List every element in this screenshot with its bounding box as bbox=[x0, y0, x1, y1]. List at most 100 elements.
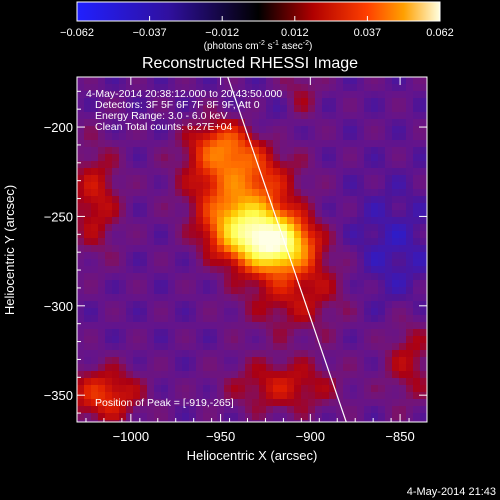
heatmap-cell bbox=[77, 259, 85, 267]
heatmap-cell bbox=[273, 140, 281, 148]
heatmap-cell bbox=[399, 203, 407, 211]
heatmap-cell bbox=[91, 231, 99, 239]
heatmap-cell bbox=[420, 357, 427, 365]
heatmap-cell bbox=[133, 336, 141, 344]
heatmap-cell bbox=[364, 266, 372, 274]
colorbar: −0.062 −0.037 −0.012 0.012 0.037 0.062 (photo… bbox=[60, 1, 454, 52]
heatmap-cell bbox=[287, 231, 295, 239]
heatmap-cell bbox=[112, 203, 120, 211]
heatmap-cell bbox=[301, 308, 309, 316]
heatmap-cell bbox=[84, 210, 92, 218]
heatmap-cell bbox=[294, 399, 302, 407]
heatmap-cell bbox=[308, 420, 316, 422]
heatmap-cell bbox=[315, 266, 323, 274]
heatmap-cell bbox=[140, 392, 148, 400]
heatmap-cell bbox=[105, 112, 113, 120]
heatmap-cell bbox=[231, 161, 239, 169]
heatmap-cell bbox=[350, 315, 358, 323]
heatmap-cell bbox=[77, 357, 85, 365]
heatmap-cell bbox=[77, 350, 85, 358]
heatmap-cell bbox=[105, 182, 113, 190]
heatmap-cell bbox=[273, 84, 281, 92]
heatmap-cell bbox=[392, 210, 400, 218]
heatmap-cell bbox=[98, 406, 106, 414]
heatmap-cell bbox=[266, 140, 274, 148]
heatmap-cell bbox=[378, 280, 386, 288]
heatmap-cell bbox=[420, 77, 427, 85]
heatmap-cell bbox=[77, 161, 85, 169]
heatmap-cell bbox=[322, 392, 330, 400]
heatmap-cell bbox=[126, 280, 134, 288]
heatmap-cell bbox=[224, 413, 232, 421]
heatmap-cell bbox=[336, 77, 344, 85]
heatmap-cell bbox=[329, 77, 337, 85]
heatmap-cell bbox=[105, 161, 113, 169]
heatmap-cell bbox=[196, 168, 204, 176]
heatmap-cell bbox=[336, 343, 344, 351]
heatmap-cell bbox=[140, 91, 148, 99]
heatmap-cell bbox=[364, 280, 372, 288]
heatmap-cell bbox=[189, 105, 197, 113]
heatmap-cell bbox=[203, 350, 211, 358]
heatmap-cell bbox=[175, 140, 183, 148]
heatmap-cell bbox=[336, 175, 344, 183]
heatmap-cell bbox=[140, 252, 148, 260]
heatmap-cell bbox=[301, 238, 309, 246]
colorbar-tick-label: −0.012 bbox=[205, 27, 239, 39]
heatmap-cell bbox=[294, 329, 302, 337]
heatmap-cell bbox=[322, 217, 330, 225]
heatmap-cell bbox=[413, 371, 421, 379]
heatmap-cell bbox=[161, 210, 169, 218]
heatmap-cell bbox=[126, 245, 134, 253]
heatmap-cell bbox=[203, 238, 211, 246]
heatmap-cell bbox=[280, 84, 288, 92]
heatmap-cell bbox=[231, 364, 239, 372]
heatmap-cell bbox=[175, 203, 183, 211]
heatmap-cell bbox=[189, 77, 197, 85]
heatmap-cell bbox=[252, 420, 260, 422]
heatmap-cell bbox=[357, 168, 365, 176]
heatmap-cell bbox=[252, 259, 260, 267]
heatmap-cell bbox=[273, 259, 281, 267]
heatmap-cell bbox=[280, 378, 288, 386]
heatmap-cell bbox=[231, 413, 239, 421]
heatmap-cell bbox=[266, 315, 274, 323]
heatmap-cell bbox=[294, 161, 302, 169]
heatmap-cell bbox=[245, 308, 253, 316]
heatmap-cell bbox=[266, 399, 274, 407]
heatmap-cell bbox=[322, 252, 330, 260]
heatmap-cell bbox=[77, 168, 85, 176]
heatmap-cell bbox=[357, 224, 365, 232]
heatmap-cell bbox=[315, 217, 323, 225]
heatmap-cell bbox=[252, 105, 260, 113]
heatmap-cell bbox=[329, 245, 337, 253]
heatmap-cell bbox=[357, 98, 365, 106]
heatmap-cell bbox=[147, 217, 155, 225]
heatmap-cell bbox=[259, 140, 267, 148]
heatmap-cell bbox=[329, 105, 337, 113]
heatmap-cell bbox=[259, 406, 267, 414]
heatmap-cell bbox=[322, 287, 330, 295]
heatmap-cell bbox=[133, 217, 141, 225]
heatmap-cell bbox=[126, 392, 134, 400]
heatmap-cell bbox=[420, 385, 427, 393]
heatmap-cell bbox=[245, 238, 253, 246]
heatmap-cell bbox=[119, 406, 127, 414]
heatmap-cell bbox=[147, 294, 155, 302]
heatmap-cell bbox=[287, 357, 295, 365]
heatmap-cell bbox=[385, 119, 393, 127]
heatmap-cell bbox=[315, 399, 323, 407]
heatmap-cell bbox=[126, 189, 134, 197]
heatmap-cell bbox=[301, 98, 309, 106]
heatmap-cell bbox=[357, 203, 365, 211]
heatmap-cell bbox=[182, 336, 190, 344]
heatmap-cell bbox=[119, 245, 127, 253]
heatmap-cell bbox=[343, 154, 351, 162]
heatmap-cell bbox=[98, 364, 106, 372]
heatmap-cell bbox=[168, 308, 176, 316]
heatmap-cell bbox=[252, 119, 260, 127]
heatmap-cell bbox=[378, 301, 386, 309]
heatmap-cell bbox=[119, 315, 127, 323]
heatmap-cell bbox=[420, 294, 427, 302]
heatmap-cell bbox=[245, 266, 253, 274]
